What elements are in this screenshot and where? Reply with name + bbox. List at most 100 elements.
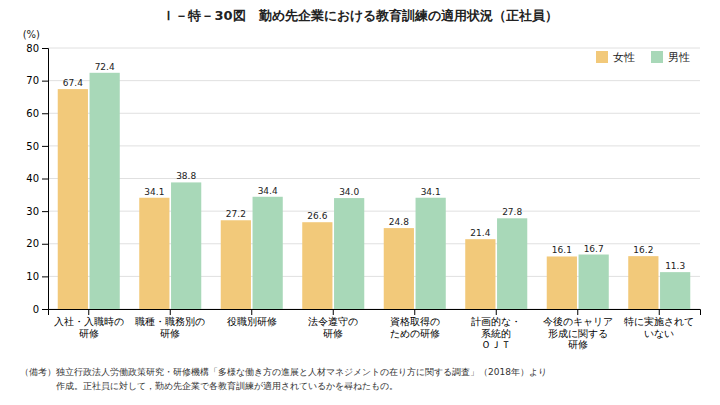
tick: 40	[26, 173, 48, 184]
data-label: 38.8	[176, 171, 196, 181]
tick: 資格取得のための研修	[390, 309, 440, 339]
grid	[48, 48, 700, 309]
plot-area: 67.434.127.226.624.821.416.116.272.438.8…	[23, 29, 701, 350]
tick-label: 今後のキャリア形成に関する研修	[543, 316, 613, 351]
bar	[334, 198, 364, 309]
tick-label: 60	[26, 108, 39, 119]
notes: （備考）独立行政法人労働政策研究・研修機構「多様な働き方の進展と人材マネジメント…	[20, 367, 547, 391]
tick-mark	[42, 48, 48, 49]
x-axis: 入社・入職時の研修職種・職務別の研修役職別研修法令遵守の研修資格取得のための研修…	[49, 309, 701, 350]
legend-swatch	[651, 51, 663, 63]
legend-label: 男性	[668, 51, 690, 64]
tick-mark	[42, 276, 48, 277]
note: （備考）独立行政法人労働政策研究・研修機構「多様な働き方の進展と人材マネジメント…	[20, 367, 547, 377]
bar	[139, 198, 169, 309]
y-axis: 01020304050607080	[26, 43, 48, 315]
chart-svg: Ｉ－特－30図 勤め先企業における教育訓練の適用状況（正社員）67.434.12…	[0, 0, 720, 405]
tick: 70	[26, 75, 48, 86]
tick: 60	[26, 108, 48, 119]
tick-mark	[42, 211, 48, 212]
tick-label-line: ための研修	[390, 328, 440, 339]
tick: 今後のキャリア形成に関する研修	[543, 309, 613, 350]
tick-label: 50	[26, 141, 39, 152]
tick-label: 計画的な・系統的ＯＪＴ	[471, 316, 521, 351]
grid-line	[48, 178, 700, 179]
data-labels: 67.434.127.226.624.821.416.116.272.438.8…	[63, 62, 685, 271]
bar	[90, 73, 120, 309]
legend-label: 女性	[613, 51, 635, 64]
tick-label-line: 研修	[323, 328, 343, 339]
tick-label-line: 研修	[160, 328, 180, 339]
bar	[579, 255, 609, 309]
tick-mark	[577, 309, 578, 315]
tick-label: 30	[26, 206, 39, 217]
tick-label-line: 資格取得の	[390, 316, 440, 327]
data-label: 16.1	[552, 245, 572, 255]
tick: 職種・職務別の研修	[135, 309, 205, 339]
tick-mark	[170, 309, 171, 315]
bar	[547, 256, 577, 309]
data-label: 34.4	[258, 186, 278, 196]
data-label: 26.6	[307, 211, 327, 221]
bar	[660, 272, 690, 309]
tick-label-line: 役職別研修	[227, 316, 277, 327]
tick-label: 0	[33, 304, 39, 315]
tick-label-line: 研修	[568, 339, 588, 350]
data-label: 16.2	[633, 245, 653, 255]
tick-mark	[659, 309, 660, 315]
bar	[58, 89, 88, 309]
tick: 10	[26, 271, 48, 282]
tick-label-line: 研修	[79, 328, 99, 339]
bar	[171, 182, 201, 309]
tick-mark	[333, 309, 334, 315]
tick-mark	[42, 309, 48, 310]
tick: 計画的な・系統的ＯＪＴ	[471, 309, 521, 350]
tick-mark	[251, 309, 252, 315]
tick-label: 資格取得のための研修	[390, 316, 440, 339]
tick-label: 70	[26, 75, 39, 86]
tick-label: 特に実施されていない	[624, 316, 694, 339]
tick-mark	[496, 309, 497, 315]
grid-line	[48, 48, 700, 49]
data-label: 34.1	[421, 187, 441, 197]
bar	[221, 220, 251, 309]
tick-label-line: 法令遵守の	[308, 316, 358, 327]
tick: 入社・入職時の研修	[54, 309, 124, 339]
bars	[58, 73, 691, 309]
data-label: 27.8	[502, 207, 522, 217]
grid-line	[48, 80, 700, 81]
tick-label: 80	[26, 43, 39, 54]
bar	[302, 222, 332, 309]
data-label: 34.0	[339, 187, 359, 197]
tick-mark	[42, 113, 48, 114]
tick: 法令遵守の研修	[308, 309, 358, 339]
tick-label: 40	[26, 173, 39, 184]
tick-label-line: 今後のキャリア	[543, 316, 613, 327]
tick-label: 10	[26, 271, 39, 282]
tick: 特に実施されていない	[624, 309, 694, 339]
tick-mark	[88, 309, 89, 315]
data-label: 21.4	[470, 228, 490, 238]
tick-mark	[42, 81, 48, 82]
data-label: 27.2	[226, 209, 246, 219]
note: 作成。正社員に対して，勤め先企業で各教育訓練が適用されているかを尋ねたもの。	[20, 381, 398, 391]
bar	[628, 256, 658, 309]
tick: 50	[26, 141, 48, 152]
tick-label-line: 形成に関する	[548, 328, 608, 339]
legend-swatch	[596, 51, 608, 63]
bar	[497, 218, 527, 309]
grid-line	[48, 145, 700, 146]
y-axis-label: (%)	[23, 29, 40, 40]
data-label: 72.4	[95, 62, 115, 72]
bar	[465, 239, 495, 309]
tick-label-line: いない	[644, 328, 674, 339]
tick-label: 法令遵守の研修	[308, 316, 358, 339]
data-label: 11.3	[665, 261, 685, 271]
tick-label-line: 系統的	[481, 328, 511, 339]
tick-label-line: 特に実施されて	[624, 316, 694, 327]
tick: 80	[26, 43, 48, 54]
bar	[416, 198, 446, 309]
axis-line	[49, 310, 701, 316]
bar	[253, 197, 283, 309]
grid-line	[48, 113, 700, 114]
